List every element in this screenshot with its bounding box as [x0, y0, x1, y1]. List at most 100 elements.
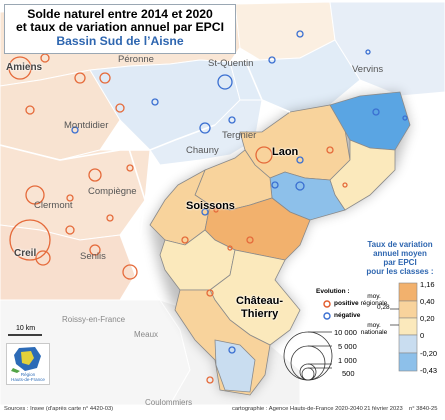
circle-positive	[25, 105, 35, 115]
department-boundaries	[0, 47, 291, 301]
footer-date: 21 février 2023	[364, 406, 403, 412]
evolution-positive-label: positive	[334, 300, 359, 307]
proportional-circles	[8, 30, 408, 384]
title-line3: Bassin Sud de l’Aisne	[56, 34, 184, 48]
circle-positive	[66, 194, 74, 202]
circle-negative	[228, 346, 236, 354]
circle-positive	[326, 146, 334, 154]
size-label-500: 500	[342, 369, 355, 378]
regional-line2: régionale	[360, 300, 388, 307]
circle-positive	[206, 376, 214, 384]
circle-positive	[89, 244, 101, 256]
title-line2: et taux de variation annuel par EPCI	[16, 20, 224, 34]
legend-size-circles	[283, 331, 333, 381]
circle-positive	[227, 245, 233, 251]
legend-class-1	[398, 282, 418, 302]
circle-negative	[151, 98, 159, 106]
scale-bar-label: 10 km	[16, 325, 36, 332]
circle-positive	[181, 236, 189, 244]
evolution-title: Evolution :	[316, 288, 350, 295]
label-roissy: Roissy-en-France	[62, 315, 126, 324]
circle-negative	[217, 74, 233, 90]
regional-line1: moy.	[367, 293, 381, 300]
legend-class-5	[398, 352, 418, 372]
label-creil: Creil	[14, 248, 37, 259]
label-compiegne: Compiègne	[88, 186, 137, 197]
epci-south-blue	[214, 339, 256, 393]
circle-positive	[126, 164, 134, 172]
circle-negative	[402, 115, 408, 121]
region-logo-icon	[11, 347, 41, 373]
label-coulommiers: Coulommiers	[145, 398, 193, 407]
circle-negative	[71, 126, 79, 134]
legend-break-3: 0,20	[420, 314, 435, 323]
circle-negative	[228, 116, 236, 124]
label-soissons: Soissons	[186, 200, 235, 212]
circle-positive	[74, 72, 86, 84]
circle-negative	[296, 156, 304, 164]
legend-class-3	[398, 317, 418, 336]
legend-title-line4: pour les classes :	[366, 267, 434, 276]
label-vervins: Vervins	[352, 64, 384, 75]
label-laon: Laon	[272, 146, 299, 158]
circle-positive	[99, 72, 111, 84]
circle-positive	[35, 250, 51, 266]
label-senlis: Senlis	[80, 251, 106, 262]
label-clermont: Clermont	[34, 200, 73, 211]
legend-break-6: -0,43	[420, 366, 438, 375]
label-peronne: Péronne	[118, 54, 154, 65]
logo-text-line1: Région	[20, 372, 36, 377]
epci-east	[329, 139, 396, 211]
size-label-5000: 5 000	[338, 342, 357, 351]
circle-negative	[372, 108, 380, 116]
circle-positive	[9, 219, 51, 261]
evolution-negative-label: négative	[334, 312, 361, 319]
footer-ref: n° 3840-25	[409, 406, 438, 412]
label-chateau-line1: Château-	[236, 295, 284, 307]
label-chauny: Chauny	[186, 145, 219, 156]
circle-negative	[201, 208, 209, 216]
footer-sources: Sources : Insee (d'après carte n° 4420-0…	[4, 406, 114, 412]
study-area	[149, 91, 411, 396]
circle-positive	[40, 53, 50, 63]
label-st-quentin: St-Quentin	[208, 58, 254, 69]
national-line1: moy.	[367, 322, 381, 329]
circle-positive	[115, 103, 125, 113]
legend-break-2: 0,40	[420, 297, 435, 306]
label-chateau-line2: Thierry	[241, 308, 279, 320]
title-line1: Solde naturel entre 2014 et 2020	[27, 7, 213, 21]
circle-positive	[88, 168, 102, 182]
circle-positive	[106, 214, 114, 222]
legend-national-label: moy. nationale	[357, 322, 391, 336]
footer-cartography: cartographie : Agence Hauts-de-France 20…	[232, 406, 363, 412]
circle-negative	[295, 181, 305, 191]
circle-positive	[206, 289, 214, 297]
circle-negative	[365, 49, 371, 55]
legend-positive-circle	[323, 300, 331, 308]
title-box: Solde naturel entre 2014 et 2020 et taux…	[4, 4, 236, 54]
legend-negative-circle	[323, 312, 331, 320]
legend-regional-value: 0,28	[377, 304, 390, 311]
logo-text-line2: Hauts-de-France	[11, 377, 45, 382]
legend-break-5: -0,20	[420, 349, 438, 358]
circle-negative	[199, 122, 211, 134]
size-label-1000: 1 000	[338, 356, 357, 365]
legend-title-line3: par EPCI	[383, 258, 417, 267]
legend-class-2	[398, 300, 418, 319]
label-amiens: Amiens	[6, 62, 43, 73]
label-montdidier: Montdidier	[64, 120, 109, 131]
circle-negative	[268, 56, 276, 64]
circle-positive	[246, 236, 254, 244]
circle-positive	[8, 56, 32, 80]
circle-negative	[296, 30, 304, 38]
circle-negative	[271, 181, 279, 189]
circle-positive	[25, 185, 45, 205]
legend-title-line2: annuel moyen	[373, 249, 427, 258]
legend-class-4	[398, 334, 418, 354]
legend-title: Taux de variation annuel moyen par EPCI …	[356, 240, 444, 276]
legend-title-line1: Taux de variation	[367, 240, 433, 249]
legend-break-4: 0	[420, 331, 425, 340]
label-meaux: Meaux	[134, 330, 159, 339]
size-label-10000: 10 000	[334, 328, 357, 337]
circle-positive	[342, 182, 348, 188]
